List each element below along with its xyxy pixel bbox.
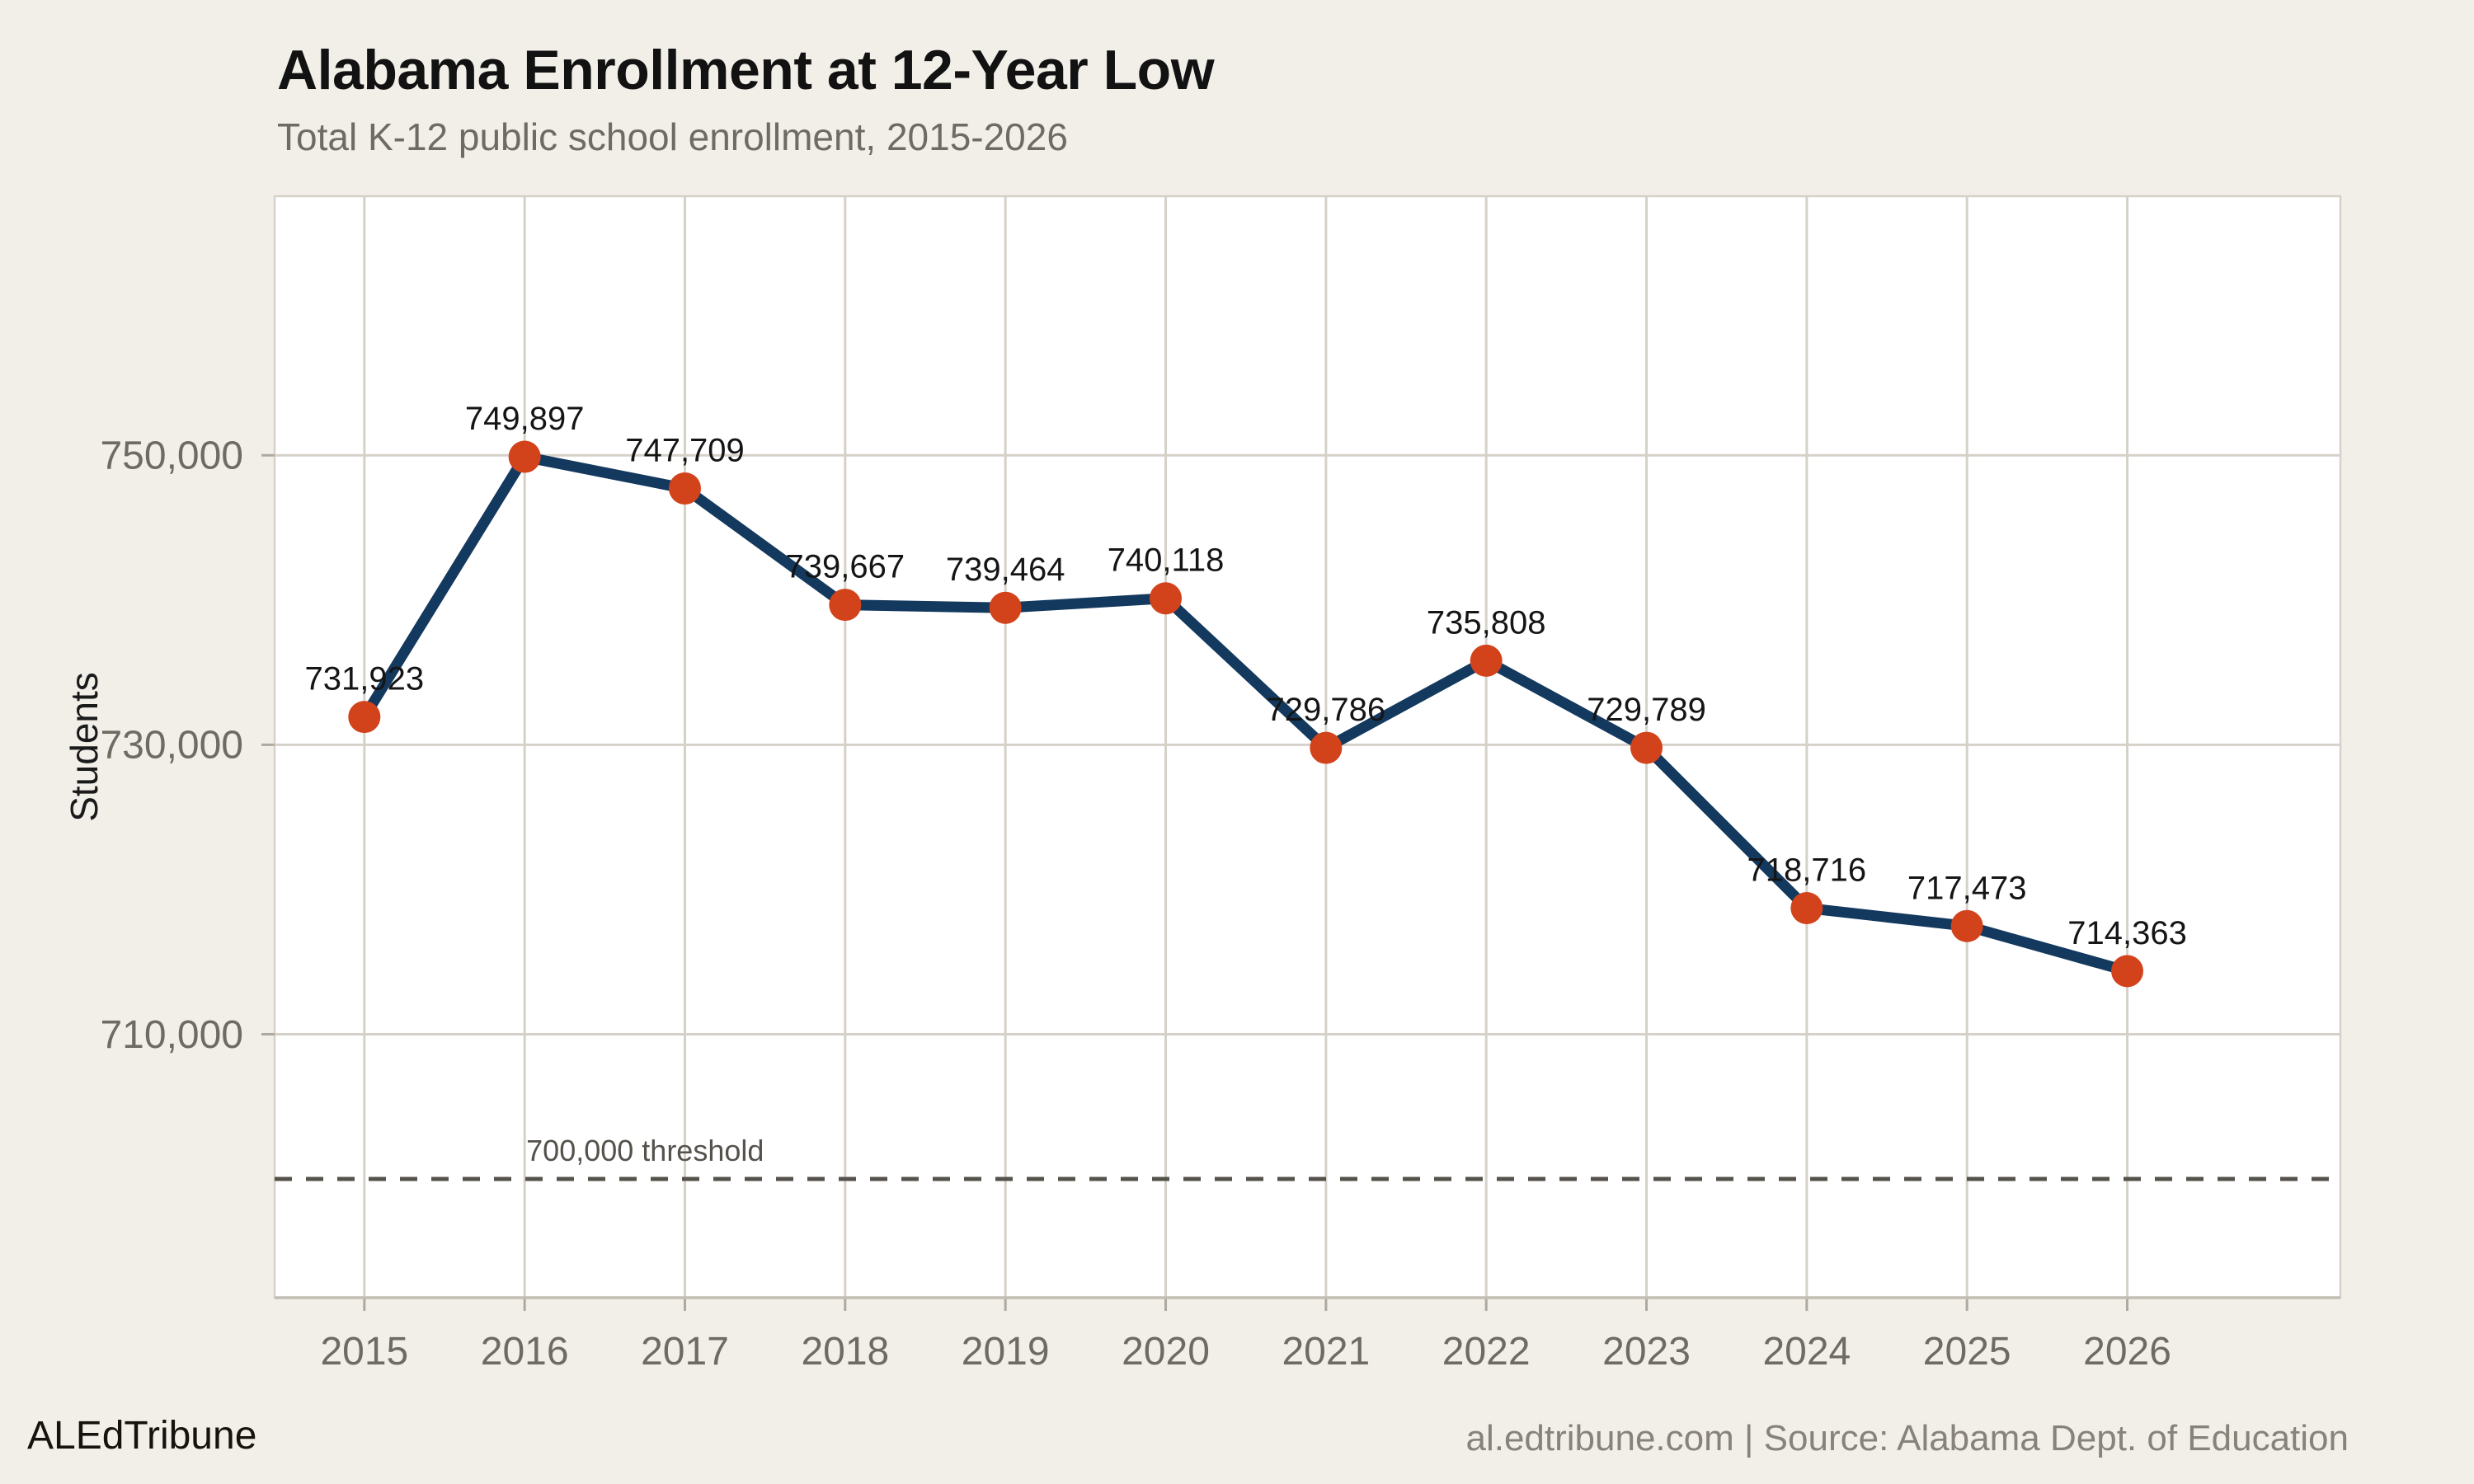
x-tick-label-2019: 2019: [962, 1330, 1050, 1374]
value-label-2026: 714,363: [2067, 915, 2187, 951]
data-point-2024: [1790, 891, 1823, 924]
data-point-2022: [1470, 644, 1503, 677]
y-tick-label-730000: 730,000: [100, 724, 243, 768]
y-axis-label: Students: [63, 672, 106, 822]
x-tick-label-2021: 2021: [1282, 1330, 1370, 1374]
value-label-2020: 740,118: [1108, 542, 1225, 579]
data-point-2021: [1310, 731, 1343, 764]
x-tick-label-2022: 2022: [1442, 1330, 1531, 1374]
x-tick-label-2018: 2018: [801, 1330, 889, 1374]
x-tick-label-2025: 2025: [1923, 1330, 2011, 1374]
plot-area: [273, 195, 2342, 1299]
x-tick-label-2026: 2026: [2083, 1330, 2171, 1374]
value-label-2023: 729,789: [1587, 692, 1706, 728]
y-tick-label-750000: 750,000: [100, 434, 243, 478]
x-tick-label-2015: 2015: [320, 1330, 408, 1374]
data-point-2026: [2111, 955, 2144, 988]
x-tick-label-2017: 2017: [641, 1330, 729, 1374]
value-label-2024: 718,716: [1747, 852, 1867, 888]
value-label-2025: 717,473: [1907, 870, 2027, 906]
enrollment-trend-line: [359, 451, 2133, 977]
x-tick-label-2023: 2023: [1602, 1330, 1691, 1374]
chart-title: Alabama Enrollment at 12-Year Low: [277, 39, 1215, 101]
y-tick-label-710000: 710,000: [100, 1013, 243, 1057]
data-point-2018: [829, 589, 862, 622]
footer-brand: ALEdTribune: [27, 1414, 257, 1458]
data-point-2023: [1630, 731, 1663, 764]
footer-source: al.edtribune.com | Source: Alabama Dept.…: [1465, 1418, 2349, 1458]
value-label-2019: 739,464: [946, 552, 1065, 588]
data-point-2015: [348, 701, 381, 734]
x-tick-label-2020: 2020: [1122, 1330, 1210, 1374]
value-label-2017: 747,709: [625, 432, 745, 468]
value-label-2016: 749,897: [465, 401, 585, 437]
data-point-2020: [1150, 582, 1183, 615]
data-point-2017: [669, 472, 702, 505]
value-label-2022: 735,808: [1427, 604, 1546, 641]
value-label-2018: 739,667: [786, 549, 905, 585]
value-label-2015: 731,923: [305, 661, 425, 697]
threshold-label: 700,000 threshold: [526, 1134, 764, 1167]
chart-subtitle: Total K-12 public school enrollment, 201…: [277, 115, 1068, 158]
data-point-2025: [1950, 909, 1983, 942]
data-point-2016: [508, 440, 541, 473]
data-point-2019: [989, 591, 1022, 624]
x-tick-label-2016: 2016: [481, 1330, 569, 1374]
x-tick-label-2024: 2024: [1762, 1330, 1851, 1374]
value-label-2021: 729,786: [1267, 692, 1386, 728]
